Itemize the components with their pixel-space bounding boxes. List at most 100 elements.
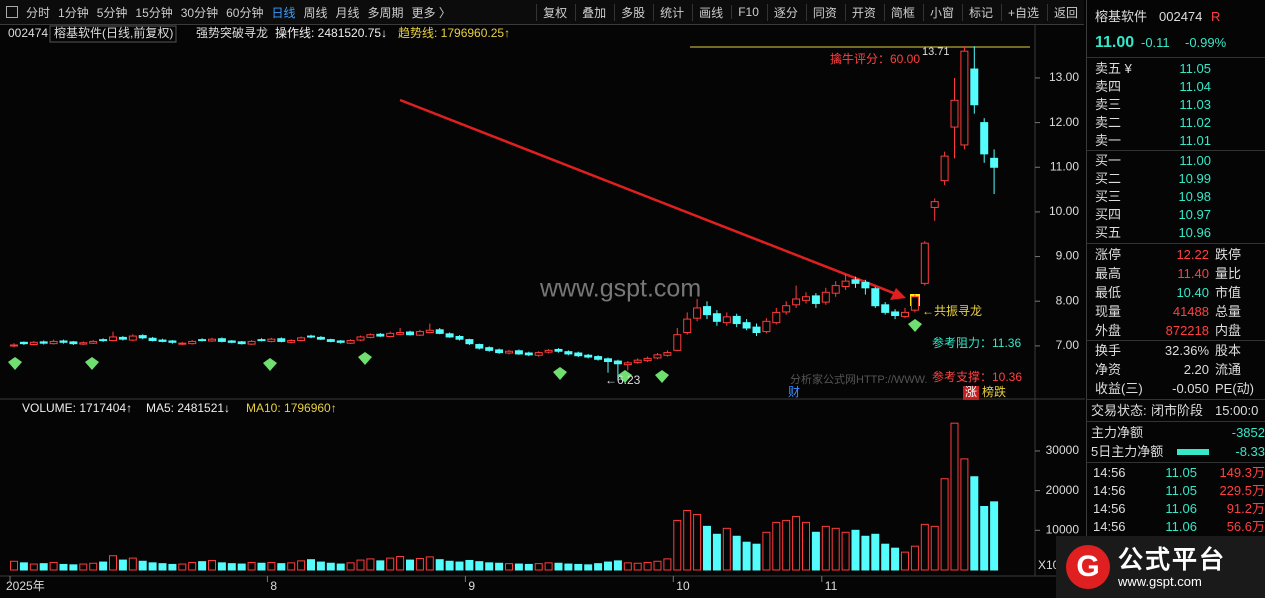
tag-bg xyxy=(963,386,979,400)
toolbar-item[interactable]: 60分钟 xyxy=(226,5,264,20)
toolbar-item[interactable]: 15分钟 xyxy=(135,5,173,20)
candle-body xyxy=(544,349,553,353)
volume-bar xyxy=(960,458,969,571)
candle-body xyxy=(465,339,474,345)
volume-bar xyxy=(970,476,979,571)
x-tick-label: 8 xyxy=(270,579,277,593)
quote-row: 14:56 11.05 229.5万 xyxy=(1087,482,1265,500)
volume-bar xyxy=(366,558,375,571)
candle-body xyxy=(524,352,533,356)
candle-body xyxy=(435,329,444,334)
volume-bar xyxy=(465,559,474,571)
toolbar-item[interactable]: 30分钟 xyxy=(180,5,219,20)
candle-body xyxy=(990,157,999,168)
quote-cell: 11.40 xyxy=(1177,266,1209,281)
volume-bar xyxy=(307,559,315,571)
volume-bar xyxy=(930,525,939,571)
quote-cell: 11.05 xyxy=(1179,61,1211,76)
toolbar-item[interactable]: 叠加 xyxy=(575,3,606,21)
candle-body xyxy=(79,342,88,345)
volume-bar xyxy=(376,560,385,571)
toolbar-item[interactable]: 小窗 xyxy=(922,3,954,21)
quote-cell: 最低 xyxy=(1095,285,1122,300)
icon[interactable] xyxy=(6,6,18,18)
candle-body xyxy=(772,311,781,324)
volume-bar xyxy=(534,563,543,571)
toolbar-item[interactable]: 复权 xyxy=(536,3,567,21)
toolbar-item[interactable]: 返回 xyxy=(1046,3,1078,21)
quote-row: 收益(三) -0.050 PE(动) xyxy=(1087,380,1265,398)
candle-body xyxy=(59,340,68,343)
candle-body xyxy=(752,326,761,333)
stock-code: 002474 xyxy=(8,26,48,40)
volume-bar xyxy=(79,563,88,571)
candle-body xyxy=(39,341,48,344)
indicator-value: 趋势线: 1796960.25↑ xyxy=(398,26,510,40)
quote-cell: 11.05 xyxy=(1165,483,1197,498)
toolbar-item[interactable]: 开资 xyxy=(844,3,876,21)
quote-row: 14:56 11.05 149.3万 xyxy=(1087,464,1265,482)
volume-bar xyxy=(861,535,870,571)
quote-cell: 流通 xyxy=(1215,362,1242,377)
quote-cell: -3852 xyxy=(1231,425,1265,440)
name-box xyxy=(49,25,177,43)
volume-bar xyxy=(475,561,484,571)
quote-cell: 41488 xyxy=(1172,304,1209,319)
toolbar-item[interactable]: 逐分 xyxy=(766,3,798,21)
volume-bar xyxy=(514,563,523,571)
candle-body xyxy=(455,336,464,340)
candle-body xyxy=(386,332,395,338)
divider xyxy=(1087,421,1265,422)
volume-bar xyxy=(673,519,682,571)
volume-bar xyxy=(604,561,612,571)
toolbar-item[interactable]: +自选 xyxy=(1000,3,1039,21)
toolbar-item[interactable]: 月线 xyxy=(335,5,360,20)
volume-bar xyxy=(109,555,117,571)
quote-cell: 主力净额 xyxy=(1091,425,1144,440)
candle-body xyxy=(188,340,197,345)
toolbar-item[interactable]: 周线 xyxy=(303,5,328,20)
quote-row: 11.00 -0.11 -0.99% xyxy=(1087,34,1265,52)
candle-body xyxy=(10,344,18,347)
toolbar-item[interactable]: 标记 xyxy=(961,3,993,21)
candle-body xyxy=(89,340,98,344)
toolbar-item[interactable]: F10 xyxy=(731,5,759,19)
toolbar-item[interactable]: 多股 xyxy=(614,3,645,21)
volume-bar xyxy=(128,557,137,571)
toolbar-item[interactable]: 简框 xyxy=(883,3,915,21)
quote-cell: 11.06 xyxy=(1165,519,1197,534)
volume-bar xyxy=(653,560,662,571)
toolbar-item[interactable]: 多周期 xyxy=(367,5,404,20)
volume-bar xyxy=(415,557,424,571)
quote-cell: 56.6万 xyxy=(1226,519,1265,534)
volume-bar xyxy=(49,561,58,571)
stock-name: 榕基软件(日线,前复权) xyxy=(54,25,173,40)
y-tick-label: 10000 xyxy=(1046,522,1080,536)
toolbar-item[interactable]: 画线 xyxy=(692,3,723,21)
toolbar-item-active[interactable]: 日线 xyxy=(271,5,296,20)
toolbar-item[interactable]: 更多 〉 xyxy=(411,5,451,20)
volume-bar xyxy=(10,560,18,571)
quote-row: 主力净额 -3852 xyxy=(1087,424,1265,442)
volume-bar xyxy=(158,563,167,571)
quote-cell: 10.97 xyxy=(1178,207,1211,222)
toolbar-item[interactable]: 同资 xyxy=(805,3,837,21)
candle-body xyxy=(970,68,979,106)
quote-cell: 外盘 xyxy=(1095,323,1122,338)
x-tick-label: 11 xyxy=(825,579,838,593)
toolbar-item[interactable]: 统计 xyxy=(653,3,684,21)
quote-row: 卖五 ¥ 11.05 xyxy=(1087,60,1265,78)
volume-bar xyxy=(940,478,949,571)
toolbar-item[interactable]: 1分钟 xyxy=(58,5,89,20)
quote-row: 买四 10.97 xyxy=(1087,206,1265,224)
quote-cell: 2.20 xyxy=(1183,362,1209,377)
toolbar-item[interactable]: 5分钟 xyxy=(96,5,128,20)
quote-cell: -0.11 xyxy=(1141,35,1170,50)
toolbar-item[interactable]: 分时 xyxy=(26,5,51,20)
volume-bar xyxy=(455,561,464,571)
quote-cell: 闭市阶段 xyxy=(1151,403,1204,418)
watermark: www.gspt.com xyxy=(539,275,701,303)
candle-body xyxy=(960,50,969,146)
volume-bar xyxy=(435,559,444,571)
